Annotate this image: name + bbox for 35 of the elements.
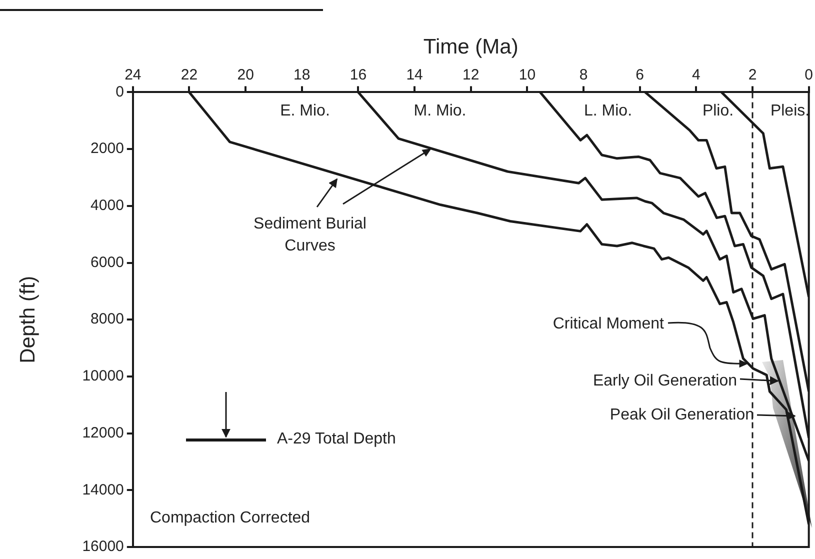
x-tick-label: 4 (692, 66, 700, 84)
x-tick-label: 22 (180, 66, 198, 84)
annotation: E. Mio. (280, 102, 330, 120)
y-tick-label: 12000 (82, 424, 124, 442)
x-tick-label: 20 (237, 66, 254, 84)
x-tick-label: 18 (294, 66, 310, 84)
x-tick-label: 14 (406, 66, 423, 84)
x-tick-label: 6 (636, 66, 644, 84)
annotation: Critical Moment (552, 315, 665, 332)
y-tick-label: 4000 (90, 197, 124, 214)
annotation: Pleis. (770, 102, 810, 120)
x-axis-title: Time (Ma) (423, 35, 518, 58)
x-tick-label: 2 (748, 66, 757, 84)
y-tick-label: 2000 (90, 140, 124, 158)
annotation: A-29 Total Depth (277, 430, 396, 448)
annotation: Plio. (702, 102, 734, 120)
annotation: Early Oil Generation (592, 372, 737, 390)
y-tick-label: 6000 (90, 254, 124, 271)
annotation: Peak Oil Generation (610, 406, 754, 424)
annotation: Compaction Corrected (150, 509, 310, 526)
y-tick-label: 14000 (82, 481, 124, 498)
y-tick-label: 0 (116, 83, 124, 100)
x-tick-label: 16 (350, 66, 367, 84)
y-tick-label: 16000 (82, 538, 124, 556)
x-tick-label: 8 (579, 66, 588, 84)
x-tick-label: 24 (124, 66, 142, 84)
y-tick-label: 8000 (90, 310, 124, 328)
annotation: Sediment Burial Curves (254, 215, 366, 254)
x-tick-label: 0 (804, 66, 813, 84)
annotation: M. Mio. (414, 102, 466, 120)
x-tick-label: 10 (518, 66, 536, 84)
y-tick-label: 10000 (82, 368, 124, 385)
x-tick-label: 12 (462, 66, 480, 84)
annotation: L. Mio. (584, 102, 632, 120)
y-axis-title: Depth (ft) (16, 276, 40, 364)
